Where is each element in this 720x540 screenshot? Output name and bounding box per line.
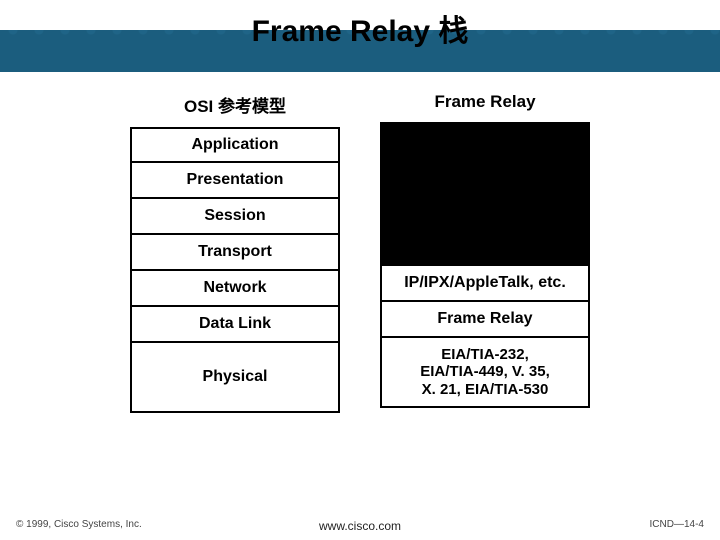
title-band: Frame Relay 栈: [0, 0, 720, 72]
fr-layer-1: [380, 158, 590, 194]
fr-layer-4: IP/IPX/AppleTalk, etc.: [380, 266, 590, 302]
fr-stack: IP/IPX/AppleTalk, etc.Frame RelayEIA/TIA…: [380, 122, 590, 408]
diagram-columns: OSI 参考模型 ApplicationPresentationSessionT…: [0, 92, 720, 413]
fr-header: Frame Relay: [380, 92, 590, 112]
osi-layer-2: Session: [130, 199, 340, 235]
footer-url: www.cisco.com: [0, 519, 720, 533]
osi-layer-5: Data Link: [130, 307, 340, 343]
osi-layer-3: Transport: [130, 235, 340, 271]
osi-layer-1: Presentation: [130, 163, 340, 199]
fr-layer-3: [380, 230, 590, 266]
osi-layer-6: Physical: [130, 343, 340, 413]
fr-layer-5: Frame Relay: [380, 302, 590, 338]
footer: © 1999, Cisco Systems, Inc. www.cisco.co…: [0, 519, 720, 530]
osi-column: OSI 参考模型 ApplicationPresentationSessionT…: [130, 92, 340, 413]
fr-layer-0: [380, 122, 590, 158]
fr-layer-2: [380, 194, 590, 230]
osi-stack: ApplicationPresentationSessionTransportN…: [130, 127, 340, 413]
frame-relay-column: Frame Relay IP/IPX/AppleTalk, etc.Frame …: [380, 92, 590, 413]
osi-layer-4: Network: [130, 271, 340, 307]
osi-layer-0: Application: [130, 127, 340, 163]
slide-title: Frame Relay 栈: [0, 6, 720, 50]
osi-header: OSI 参考模型: [130, 92, 340, 117]
fr-layer-6: EIA/TIA-232,EIA/TIA-449, V. 35,X. 21, EI…: [380, 338, 590, 408]
